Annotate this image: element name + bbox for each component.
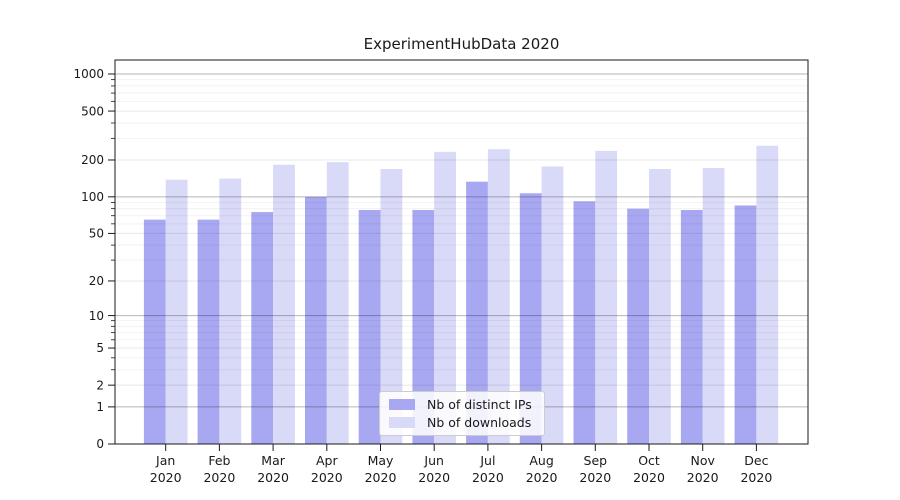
bar-downloads-dec <box>756 145 779 444</box>
legend-swatch-distinct-ips <box>389 399 415 410</box>
bar-downloads-apr <box>326 162 349 444</box>
x-tick-label-year-jul: 2020 <box>472 470 504 485</box>
y-tick-label-5: 5 <box>96 341 104 355</box>
legend-label-distinct-ips: Nb of distinct IPs <box>427 397 532 412</box>
bar-downloads-oct <box>649 168 671 444</box>
bar-downloads-feb <box>219 178 242 444</box>
bar-downloads-sep <box>595 150 618 444</box>
y-tick-label-1000: 1000 <box>73 67 104 81</box>
bar-downloads-jan <box>165 179 188 444</box>
y-tick-label-0: 0 <box>96 437 104 451</box>
bar-downloads-jul <box>487 149 510 445</box>
x-tick-label-month-dec: Dec <box>744 453 768 468</box>
bar-distinct-ips-mar <box>251 212 274 444</box>
bar-downloads-mar <box>273 164 295 444</box>
y-tick-label-50: 50 <box>89 227 104 241</box>
bar-distinct-ips-nov <box>680 209 703 444</box>
legend-label-downloads: Nb of downloads <box>427 415 532 430</box>
chart-title: ExperimentHubData 2020 <box>363 35 560 53</box>
bar-distinct-ips-jul <box>466 181 488 445</box>
y-tick-label-10: 10 <box>89 309 104 323</box>
x-tick-label-month-apr: Apr <box>316 453 338 468</box>
x-tick-label-month-aug: Aug <box>529 453 553 468</box>
x-tick-label-month-may: May <box>368 453 394 468</box>
bar-downloads-jun <box>434 151 456 444</box>
x-tick-label-year-dec: 2020 <box>740 470 772 485</box>
x-tick-label-year-aug: 2020 <box>526 470 558 485</box>
x-tick-label-year-jun: 2020 <box>418 470 450 485</box>
y-tick-label-100: 100 <box>81 190 104 204</box>
bar-distinct-ips-jan <box>143 219 166 444</box>
y-tick-label-20: 20 <box>89 274 104 288</box>
legend-item-distinct-ips: Nb of distinct IPs <box>389 397 544 412</box>
bar-distinct-ips-apr <box>305 196 327 444</box>
x-tick-label-month-jun: Jun <box>423 453 444 468</box>
x-tick-label-month-nov: Nov <box>690 453 715 468</box>
bar-distinct-ips-oct <box>627 208 649 444</box>
bar-downloads-aug <box>541 166 564 445</box>
x-tick-label-month-mar: Mar <box>261 453 285 468</box>
y-tick-label-200: 200 <box>81 153 104 167</box>
x-tick-label-year-oct: 2020 <box>633 470 665 485</box>
x-tick-label-month-oct: Oct <box>638 453 660 468</box>
bar-distinct-ips-may <box>358 209 381 444</box>
bar-distinct-ips-jun <box>412 209 435 444</box>
x-tick-label-month-feb: Feb <box>208 453 230 468</box>
x-tick-label-month-sep: Sep <box>584 453 608 468</box>
x-tick-label-year-mar: 2020 <box>257 470 289 485</box>
x-tick-label-year-may: 2020 <box>365 470 397 485</box>
bar-distinct-ips-aug <box>519 193 542 444</box>
legend: Nb of distinct IPs Nb of downloads <box>379 391 545 436</box>
x-tick-label-month-jan: Jan <box>155 453 175 468</box>
plot-border <box>114 59 809 445</box>
y-tick-label-1: 1 <box>96 400 104 414</box>
bar-distinct-ips-dec <box>734 205 757 444</box>
y-tick-label-500: 500 <box>81 104 104 118</box>
legend-item-downloads: Nb of downloads <box>389 415 544 430</box>
x-tick-label-month-jul: Jul <box>479 453 495 468</box>
bar-distinct-ips-feb <box>197 219 220 444</box>
x-tick-label-year-apr: 2020 <box>311 470 343 485</box>
x-tick-label-year-sep: 2020 <box>579 470 611 485</box>
legend-swatch-downloads <box>389 417 415 428</box>
x-tick-label-year-jan: 2020 <box>150 470 182 485</box>
y-tick-label-2: 2 <box>96 378 104 392</box>
x-tick-label-year-feb: 2020 <box>203 470 235 485</box>
bar-distinct-ips-sep <box>573 201 596 444</box>
x-tick-label-year-nov: 2020 <box>687 470 719 485</box>
bar-downloads-nov <box>702 168 725 444</box>
bar-downloads-may <box>380 168 403 444</box>
